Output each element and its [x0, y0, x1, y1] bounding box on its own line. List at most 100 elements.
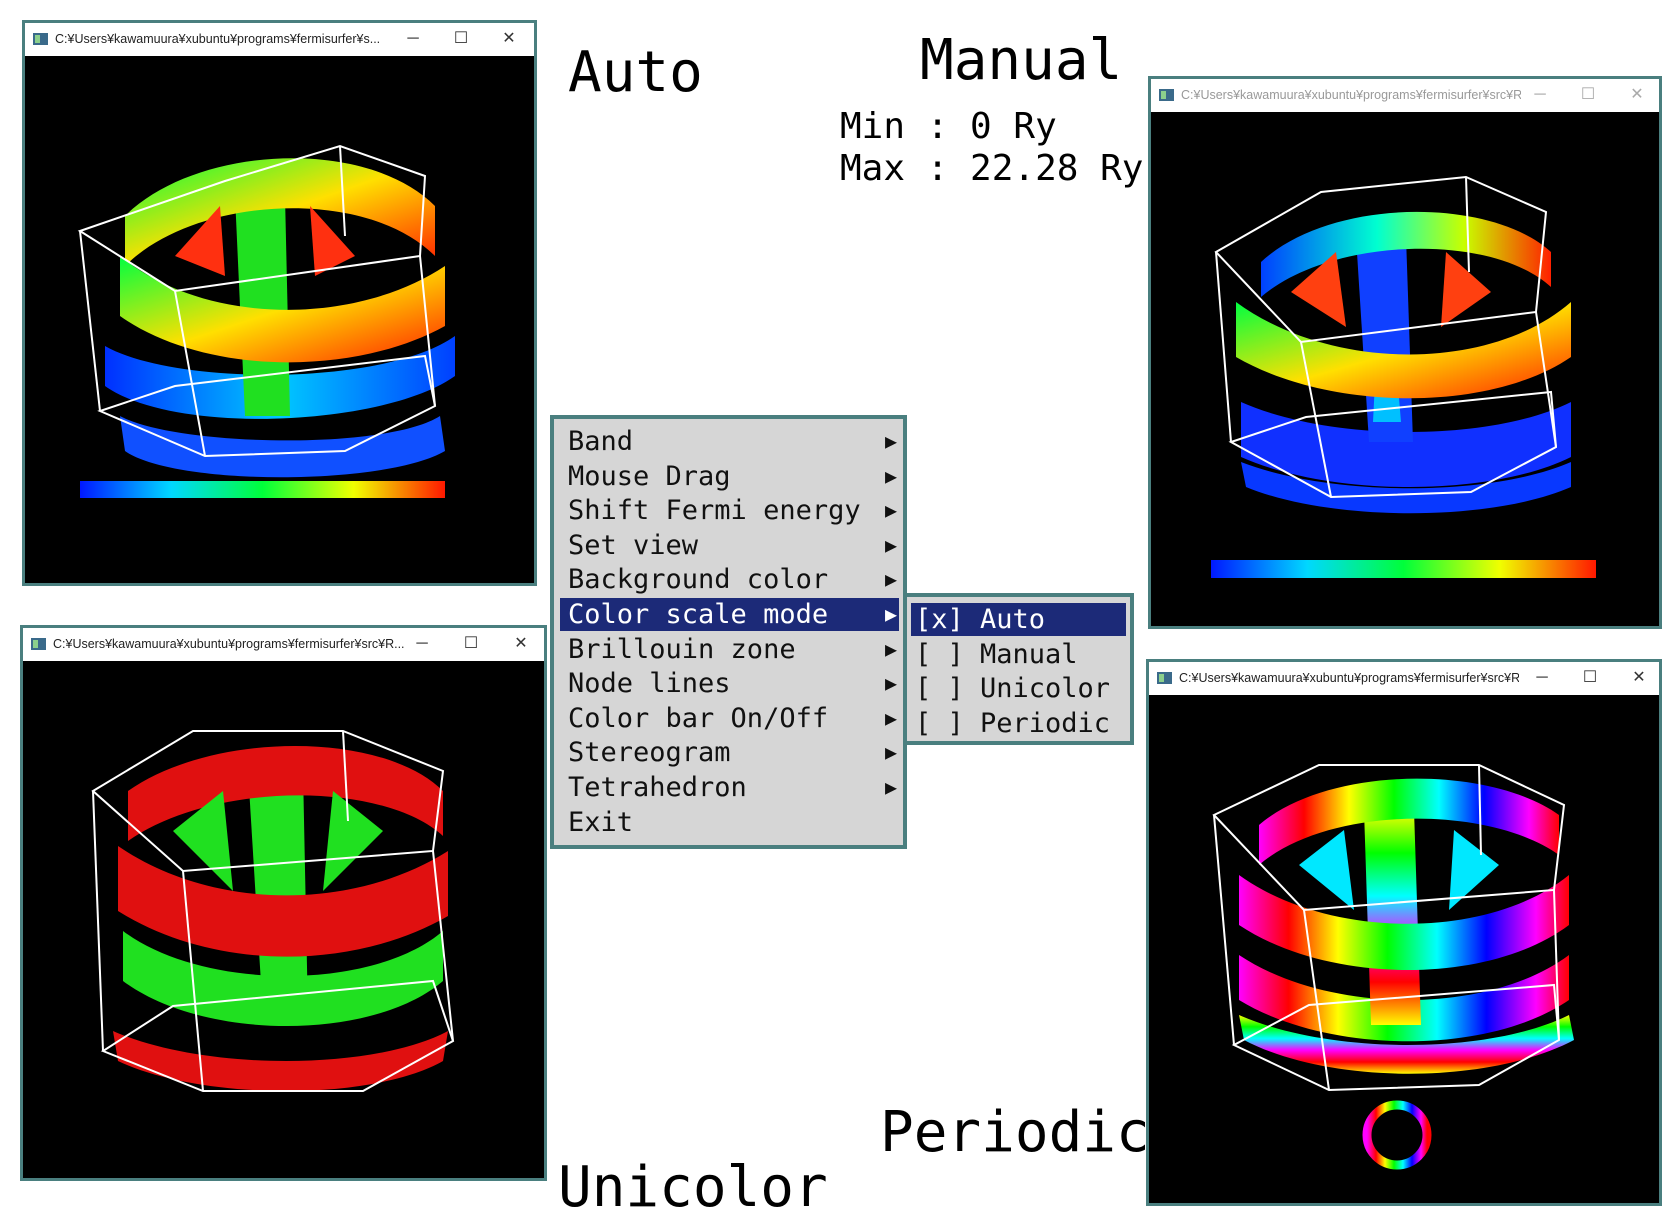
window-titlebar[interactable]: C:¥Users¥kawamuura¥xubuntu¥programs¥ferm…: [1151, 79, 1659, 112]
context-menu: Band ▶ Mouse Drag ▶ Shift Fermi energy ▶ Set v…: [550, 415, 907, 849]
submenu-item-x-auto[interactable]: [x] Auto: [911, 603, 1126, 636]
submenu-item-unicolor[interactable]: [ ] Unicolor: [911, 672, 1126, 705]
app-icon: [31, 638, 46, 650]
color-bar: [80, 481, 445, 498]
submenu-item-label: [ ] Manual: [915, 638, 1078, 670]
submenu-item-label: [ ] Periodic: [915, 707, 1111, 739]
app-icon: [1159, 89, 1174, 101]
menu-item-label: Mouse Drag: [568, 460, 731, 492]
label-periodic: Periodic: [880, 1100, 1150, 1165]
center-tube-surface: [1364, 810, 1421, 1025]
wedge-surface: [1291, 252, 1346, 327]
menu-item-label: Brillouin zone: [568, 633, 796, 665]
window-title: C:¥Users¥kawamuura¥xubuntu¥programs¥ferm…: [1181, 88, 1521, 102]
lower-band-surface: [1239, 955, 1569, 1042]
fermi-surface-render: [91, 730, 455, 1092]
maximize-icon[interactable]: ☐: [1580, 86, 1596, 103]
menu-item-label: Set view: [568, 529, 699, 561]
menu-item-stereogram[interactable]: Stereogram ▶: [560, 736, 899, 769]
color-scale-submenu: [x] Auto[ ] Manual[ ] Unicolor[ ] Period…: [903, 593, 1134, 745]
submenu-item-periodic[interactable]: [ ] Periodic: [911, 707, 1126, 740]
window-title: C:¥Users¥kawamuura¥xubuntu¥programs¥ferm…: [1179, 671, 1519, 685]
wedge-surface: [1441, 252, 1491, 327]
bottom-band-surface: [1241, 462, 1571, 514]
label-manual: Manual: [920, 28, 1123, 93]
fermi-surface-view[interactable]: [1151, 112, 1659, 626]
brillouin-zone-wireframe: [77, 144, 437, 458]
submenu-arrow-icon: ▶: [884, 532, 897, 557]
window-unicolor: C:¥Users¥kawamuura¥xubuntu¥programs¥ferm…: [20, 625, 547, 1181]
close-icon[interactable]: ✕: [502, 30, 516, 47]
submenu-arrow-icon: ▶: [884, 705, 897, 730]
submenu-arrow-icon: ▶: [884, 636, 897, 661]
menu-item-label: Stereogram: [568, 737, 731, 769]
fermi-surface-view[interactable]: [25, 56, 534, 583]
fermi-surface-render: [77, 144, 455, 498]
menu-item-shift-fermi-energy[interactable]: Shift Fermi energy ▶: [560, 494, 899, 527]
menu-item-mouse-drag[interactable]: Mouse Drag ▶: [560, 460, 899, 493]
bottom-band-surface: [113, 1031, 448, 1091]
label-unicolor: Unicolor: [558, 1155, 828, 1220]
upper-band-top: [128, 746, 443, 841]
submenu-arrow-icon: ▶: [884, 602, 897, 626]
submenu-item-manual[interactable]: [ ] Manual: [911, 638, 1126, 671]
menu-item-set-view[interactable]: Set view ▶: [560, 529, 899, 562]
minimize-icon[interactable]: ─: [1536, 669, 1548, 686]
upper-band-top: [1259, 778, 1559, 865]
menu-item-label: Color bar On/Off: [568, 702, 829, 734]
submenu-arrow-icon: ▶: [884, 498, 897, 523]
fermi-surface-view[interactable]: [1149, 695, 1659, 1203]
upper-band-side: [120, 256, 445, 363]
upper-band-side: [1236, 302, 1571, 399]
fermi-surface-view[interactable]: [23, 661, 544, 1178]
bottom-band-surface: [120, 416, 445, 478]
menu-item-node-lines[interactable]: Node lines ▶: [560, 667, 899, 700]
menu-item-label: Background color: [568, 564, 829, 596]
label-auto: Auto: [568, 40, 703, 105]
window-periodic: C:¥Users¥kawamuura¥xubuntu¥programs¥ferm…: [1146, 659, 1662, 1206]
bottom-band-surface: [1239, 1015, 1574, 1074]
maximize-icon[interactable]: ☐: [463, 635, 479, 652]
close-icon[interactable]: ✕: [514, 635, 528, 652]
wedge-surface: [173, 791, 233, 891]
fermi-surface-render: [1211, 175, 1596, 578]
submenu-arrow-icon: ▶: [884, 671, 897, 696]
close-icon[interactable]: ✕: [1630, 86, 1644, 103]
maximize-icon[interactable]: ☐: [453, 30, 469, 47]
brillouin-zone-wireframe: [1214, 175, 1558, 499]
label-min: Min : 0 Ry: [840, 106, 1057, 147]
wedge-surface: [1299, 830, 1354, 910]
window-titlebar[interactable]: C:¥Users¥kawamuura¥xubuntu¥programs¥ferm…: [23, 628, 544, 661]
submenu-item-label: [ ] Unicolor: [915, 673, 1111, 705]
minimize-icon[interactable]: ─: [407, 30, 419, 47]
menu-item-label: Color scale mode: [568, 599, 829, 630]
menu-item-label: Band: [568, 426, 634, 457]
menu-item-color-scale-mode[interactable]: Color scale mode ▶: [560, 598, 899, 631]
submenu-arrow-icon: ▶: [884, 463, 897, 488]
window-title: C:¥Users¥kawamuura¥xubuntu¥programs¥ferm…: [53, 637, 405, 651]
minimize-icon[interactable]: ─: [1534, 86, 1546, 103]
menu-item-brillouin-zone[interactable]: Brillouin zone ▶: [560, 633, 899, 666]
periodic-color-wheel: [1362, 1100, 1432, 1170]
menu-item-tetrahedron[interactable]: Tetrahedron ▶: [560, 771, 899, 804]
window-auto: C:¥Users¥kawamuura¥xubuntu¥programs¥ferm…: [22, 20, 537, 586]
menu-item-band[interactable]: Band ▶: [560, 425, 899, 458]
submenu-arrow-icon: ▶: [884, 429, 897, 453]
app-icon: [1157, 672, 1172, 684]
menu-item-label: Tetrahedron: [568, 772, 747, 803]
wedge-surface: [310, 206, 355, 276]
upper-band-side: [118, 846, 448, 957]
close-icon[interactable]: ✕: [1632, 669, 1646, 686]
upper-band-side: [1239, 875, 1569, 970]
menu-item-background-color[interactable]: Background color ▶: [560, 563, 899, 596]
submenu-arrow-icon: ▶: [884, 740, 897, 765]
window-titlebar[interactable]: C:¥Users¥kawamuura¥xubuntu¥programs¥ferm…: [1149, 662, 1659, 695]
wedge-surface: [323, 791, 383, 891]
maximize-icon[interactable]: ☐: [1582, 669, 1598, 686]
menu-item-label: Node lines: [568, 668, 731, 700]
menu-item-exit[interactable]: Exit: [560, 806, 899, 839]
window-manual: C:¥Users¥kawamuura¥xubuntu¥programs¥ferm…: [1148, 76, 1662, 629]
window-titlebar[interactable]: C:¥Users¥kawamuura¥xubuntu¥programs¥ferm…: [25, 23, 534, 56]
menu-item-color-bar-on-off[interactable]: Color bar On/Off ▶: [560, 702, 899, 735]
minimize-icon[interactable]: ─: [416, 635, 428, 652]
